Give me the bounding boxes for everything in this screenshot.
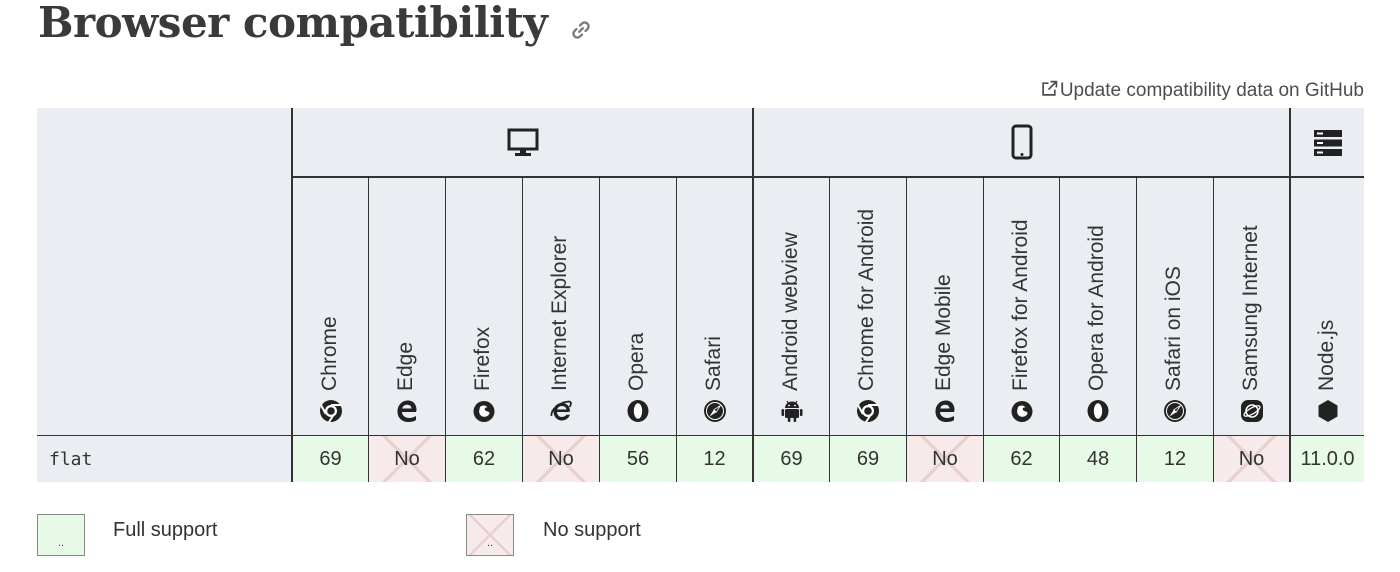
page-title: Browser compatibility xyxy=(38,0,592,51)
mobile-icon xyxy=(1011,124,1032,160)
support-cell-node-js[interactable]: 11.0.0 xyxy=(1289,435,1364,482)
legend-no-support-label: No support xyxy=(543,519,641,541)
support-cell-samsung-internet[interactable]: No xyxy=(1213,435,1289,482)
safari-icon xyxy=(703,399,727,423)
support-cell-opera-for-android[interactable]: 48 xyxy=(1059,435,1136,482)
support-value: 12 xyxy=(703,447,726,470)
support-cell-chrome-for-android[interactable]: 69 xyxy=(829,435,906,482)
browser-header-firefox: Firefox xyxy=(445,178,522,435)
feature-name-cell[interactable]: flat xyxy=(37,435,291,482)
browser-name: Android webview xyxy=(778,232,802,391)
browser-header-samsung-internet: Samsung Internet xyxy=(1213,178,1289,435)
support-cell-safari-on-ios[interactable]: 12 xyxy=(1136,435,1213,482)
browser-header-safari: Safari xyxy=(676,178,752,435)
platform-server xyxy=(1289,108,1364,178)
feature-header-cell xyxy=(37,108,291,435)
legend-no-support-swatch: .. xyxy=(466,514,514,556)
support-cell-opera[interactable]: 56 xyxy=(599,435,676,482)
chrome-icon xyxy=(319,399,343,423)
ie-icon xyxy=(549,399,573,423)
platform-mobile xyxy=(752,108,1289,178)
support-value: 12 xyxy=(1163,447,1187,470)
update-on-github-label: Update compatibility data on GitHub xyxy=(1059,80,1364,101)
page-title-text: Browser compatibility xyxy=(38,0,548,47)
feature-name: flat xyxy=(49,448,93,470)
edge-icon xyxy=(395,399,419,423)
browser-name: Node.js xyxy=(1314,319,1338,391)
support-cell-firefox-for-android[interactable]: 62 xyxy=(983,435,1059,482)
support-value: 56 xyxy=(626,447,650,470)
legend-no-support-swatch-text: .. xyxy=(486,537,494,549)
browser-name: Safari on iOS xyxy=(1162,266,1185,391)
browser-name: Edge xyxy=(394,341,417,391)
browser-name: Opera xyxy=(625,332,648,391)
legend-full-support-label: Full support xyxy=(113,519,218,541)
legend-full-support-swatch-text: .. xyxy=(57,537,65,549)
browser-header-chrome: Chrome xyxy=(291,178,368,435)
support-value: No xyxy=(1238,447,1265,470)
chrome-icon xyxy=(856,399,880,423)
opera-icon xyxy=(1086,399,1110,423)
support-value: 11.0.0 xyxy=(1300,447,1355,470)
browser-header-opera-for-android: Opera for Android xyxy=(1059,178,1136,435)
support-value: No xyxy=(548,447,574,470)
browser-header-safari-on-ios: Safari on iOS xyxy=(1136,178,1213,435)
firefox-icon xyxy=(472,399,496,423)
support-value: 48 xyxy=(1086,447,1110,470)
support-value: No xyxy=(932,447,958,470)
support-cell-chrome[interactable]: 69 xyxy=(291,435,368,482)
browser-header-firefox-for-android: Firefox for Android xyxy=(983,178,1059,435)
update-on-github-link[interactable]: Update compatibility data on GitHub xyxy=(1041,80,1364,102)
opera-icon xyxy=(626,399,650,423)
server-icon xyxy=(1313,130,1342,156)
browser-name: Opera for Android xyxy=(1085,225,1108,391)
browser-name: Internet Explorer xyxy=(548,235,571,391)
browser-name: Safari xyxy=(701,336,725,391)
browser-name: Edge Mobile xyxy=(932,274,955,391)
nodejs-icon xyxy=(1316,399,1340,423)
edge-icon xyxy=(933,399,957,423)
support-value: 62 xyxy=(472,447,496,470)
support-cell-internet-explorer[interactable]: No xyxy=(522,435,599,482)
support-value: No xyxy=(394,447,420,470)
safari-icon xyxy=(1163,399,1187,423)
link-icon[interactable] xyxy=(570,2,592,51)
browser-header-opera: Opera xyxy=(599,178,676,435)
browser-header-node-js: Node.js xyxy=(1289,178,1364,435)
browser-name: Chrome for Android xyxy=(855,208,878,391)
browser-header-android-webview: Android webview xyxy=(752,178,829,435)
browser-header-chrome-for-android: Chrome for Android xyxy=(829,178,906,435)
support-cell-safari[interactable]: 12 xyxy=(676,435,752,482)
samsung-icon xyxy=(1240,399,1264,423)
platform-desktop xyxy=(291,108,752,178)
browser-name: Firefox xyxy=(471,326,494,391)
support-value: 69 xyxy=(780,447,803,470)
external-link-icon xyxy=(1042,80,1058,96)
browser-header-internet-explorer: Internet Explorer xyxy=(522,178,599,435)
android-icon xyxy=(780,399,804,423)
support-cell-edge[interactable]: No xyxy=(368,435,445,482)
support-value: 69 xyxy=(319,447,342,470)
support-value: 62 xyxy=(1010,447,1033,470)
browser-name: Firefox for Android xyxy=(1008,219,1032,391)
firefox-icon xyxy=(1010,399,1034,423)
browser-header-edge: Edge xyxy=(368,178,445,435)
desktop-icon xyxy=(507,128,538,156)
support-cell-firefox[interactable]: 62 xyxy=(445,435,522,482)
legend-full-support-swatch: .. xyxy=(37,514,85,556)
support-cell-edge-mobile[interactable]: No xyxy=(906,435,983,482)
support-value: 69 xyxy=(856,447,880,470)
browser-name: Chrome xyxy=(317,316,341,391)
support-cell-android-webview[interactable]: 69 xyxy=(752,435,829,482)
browser-name: Samsung Internet xyxy=(1238,225,1262,391)
browser-header-edge-mobile: Edge Mobile xyxy=(906,178,983,435)
